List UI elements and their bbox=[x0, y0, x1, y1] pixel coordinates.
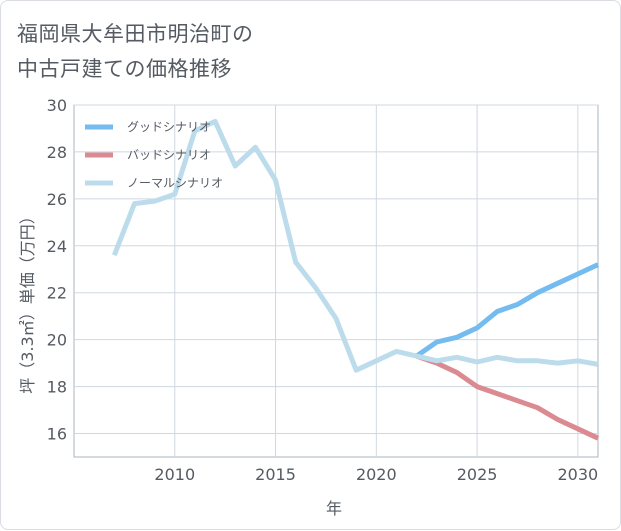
x-tick-label: 2025 bbox=[457, 465, 498, 484]
y-tick-label: 26 bbox=[47, 190, 67, 209]
y-tick-label: 18 bbox=[47, 378, 67, 397]
y-tick-label: 24 bbox=[47, 237, 67, 256]
x-tick-label: 2010 bbox=[154, 465, 195, 484]
x-tick-label: 2015 bbox=[255, 465, 296, 484]
y-tick-label: 30 bbox=[47, 96, 67, 115]
chart-title: 福岡県大牟田市明治町の 中古戸建ての価格推移 bbox=[17, 22, 254, 81]
y-tick-label: 22 bbox=[47, 284, 67, 303]
y-tick-label: 20 bbox=[47, 331, 67, 350]
series-line-3 bbox=[111, 118, 599, 373]
series-line-1 bbox=[415, 262, 600, 359]
legend-label: ノーマルシナリオ bbox=[127, 176, 223, 190]
x-tick-label: 2030 bbox=[557, 465, 598, 484]
legend-label: バッドシナリオ bbox=[127, 148, 211, 162]
legend-label: グッドシナリオ bbox=[127, 120, 211, 134]
series-line-2 bbox=[415, 353, 600, 441]
y-axis-label: 坪（3.3㎡）単価（万円） bbox=[18, 208, 37, 393]
y-tick-label: 16 bbox=[47, 425, 67, 444]
x-tick-label: 2020 bbox=[356, 465, 397, 484]
x-axis-label: 年 bbox=[326, 499, 342, 518]
y-tick-label: 28 bbox=[47, 143, 67, 162]
